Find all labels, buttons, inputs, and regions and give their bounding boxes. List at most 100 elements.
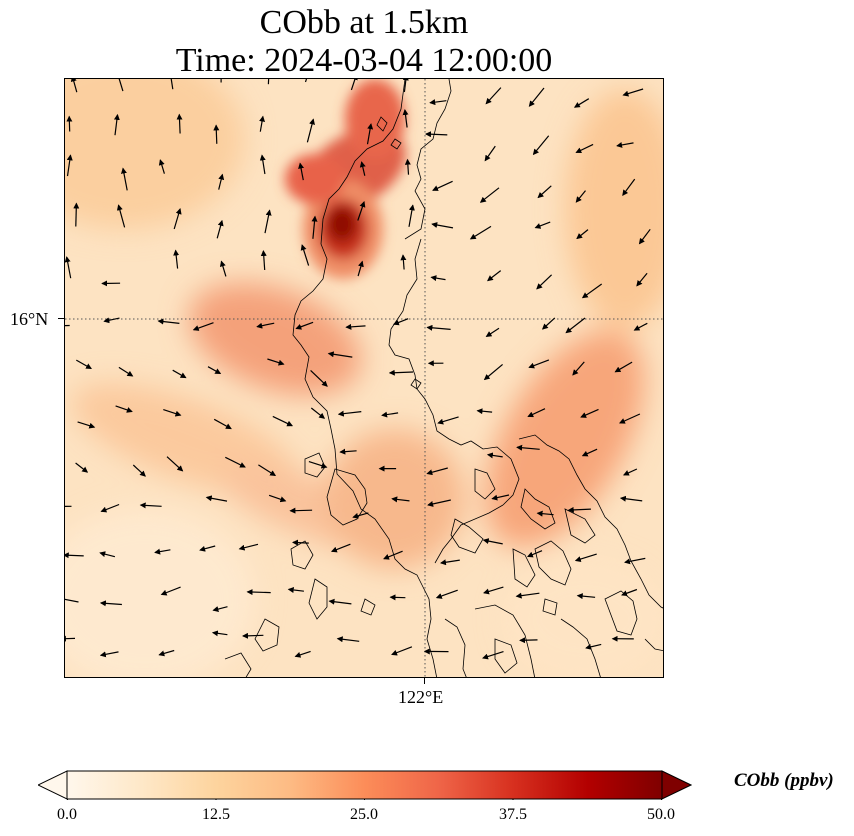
wind-arrow [476,408,493,415]
wind-arrow [213,124,220,144]
wind-arrow [118,79,124,92]
wind-arrow [440,559,460,566]
wind-arrow [389,594,406,601]
wind-arrow [482,651,504,660]
wind-arrow [392,318,409,326]
wind-arrow [295,321,314,330]
wind-arrow [292,539,309,546]
wind-arrow [388,369,414,376]
wind-arrow [264,209,272,234]
wind-arrow [426,467,448,476]
wind-arrow [158,159,165,174]
wind-arrow [66,115,73,132]
wind-arrow [258,464,277,477]
wind-arrow [536,274,553,290]
wind-arrow [479,187,500,203]
wind-arrow [567,506,591,513]
wind-arrow [289,507,313,514]
wind-arrow [359,161,366,176]
wind-arrow [211,630,228,637]
wind-arrow [345,323,366,330]
wind-arrow [65,598,79,603]
wind-arrow [402,109,409,128]
wind-arrow [192,322,214,331]
wind-arrow [99,551,116,558]
wind-arrow [402,79,409,93]
wind-arrow [622,178,636,197]
wind-arrow [381,411,399,418]
wind-arrow [622,468,638,476]
wind-arrow [176,113,183,134]
colorbar-tick-label: 12.5 [202,806,230,823]
concentration-field [65,79,663,677]
wind-arrow [528,359,550,369]
wind-arrow [485,87,502,105]
wind-arrow [425,131,448,138]
wind-arrow [614,361,633,373]
wind-arrow [622,88,644,97]
wind-arrow [65,324,70,327]
colorbar-tick-label: 0.0 [57,806,77,823]
wind-arrow [516,444,540,451]
coastlines [224,79,663,677]
wind-arrow [306,118,315,143]
wind-arrow [160,586,181,596]
colorbar-min-extend [38,770,68,800]
wind-arrow [336,636,360,643]
wind-arrow [404,158,411,175]
latitude-label: 16°N [10,309,49,329]
wind-arrow [272,415,294,427]
wind-arrow [216,219,224,239]
wind-arrow [487,270,502,282]
wind-arrow [256,322,275,329]
wind-arrow [65,552,84,559]
wind-arrow [218,173,225,190]
wind-arrow [537,185,552,199]
wind-arrow [638,228,651,245]
wind-arrow [118,366,134,377]
wind-arrow [491,494,510,501]
wind-arrow [618,413,641,424]
wind-arrow [219,260,227,277]
wind-arrow [429,99,447,106]
wind-arrow [565,317,586,334]
wind-arrow [259,115,266,132]
wind-arrow [431,222,454,229]
wind-arrow [310,407,326,419]
wind-arrow [267,79,270,85]
wind-arrow [572,361,585,376]
wind-arrow [624,557,646,565]
wind-arrow [75,462,89,473]
wind-arrow [585,643,602,650]
wind-arrow [408,204,415,227]
wind-arrow [294,650,311,658]
wind-arrow [173,249,180,269]
wind-arrow [298,162,304,181]
wind-arrow [259,154,266,175]
wind-arrow [287,587,304,593]
wind-arrow [350,79,358,91]
wind-arrow [330,543,351,553]
wind-arrow [103,317,120,324]
wind-arrow [311,215,318,239]
wind-arrow [100,503,120,513]
wind-arrow [484,145,496,162]
wind-arrow [435,589,458,599]
wind-arrow [268,494,287,503]
wind-arrow [212,606,228,612]
wind-arrow [519,637,538,644]
wind-arrow [486,452,503,459]
wind-arrow [526,550,543,558]
wind-arrow [99,651,119,658]
colorbar-max-extend [661,770,692,800]
concentration-map [65,79,663,677]
wind-arrow [357,201,366,221]
wind-arrow [482,538,503,545]
wind-arrow [170,79,174,90]
map-title-line1: CObb at 1.5km [259,4,469,41]
wind-arrow [172,369,187,379]
wind-arrow [352,512,369,519]
wind-arrow [310,369,328,387]
wind-arrow [469,225,492,240]
wind-arrow [532,135,550,156]
